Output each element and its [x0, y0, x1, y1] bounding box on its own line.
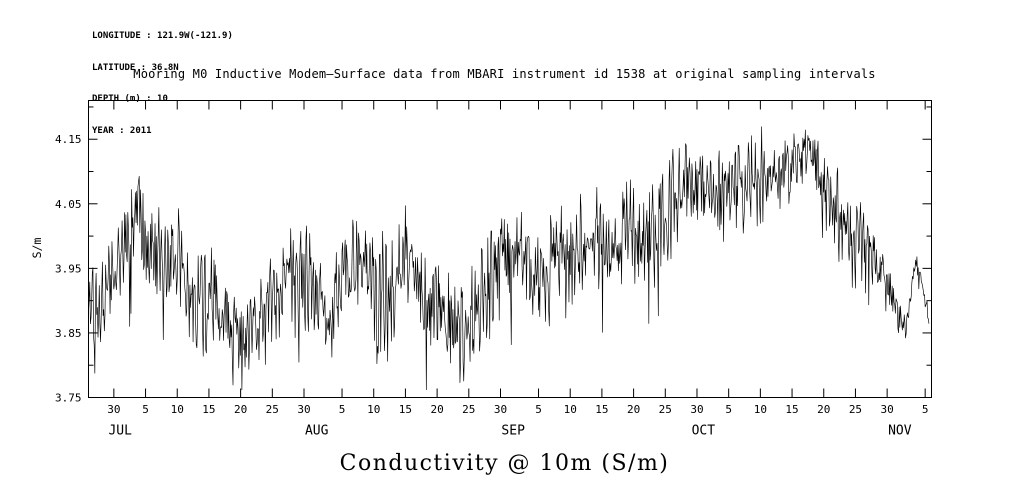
- x-tick-label: 20: [817, 403, 830, 416]
- x-tick-label: 25: [266, 403, 279, 416]
- month-label: NOV: [888, 424, 912, 439]
- x-tick-label: 25: [659, 403, 672, 416]
- x-tick-label: 5: [535, 403, 542, 416]
- y-axis-label: S/m: [30, 237, 44, 259]
- depth-line: DEPTH (m) : 10: [92, 94, 168, 104]
- x-tick-label: 10: [367, 403, 380, 416]
- x-tick-label: 20: [234, 403, 247, 416]
- x-tick-label: 30: [297, 403, 310, 416]
- figure-caption: Conductivity @ 10m (S/m): [339, 451, 670, 476]
- x-tick-label: 5: [142, 403, 149, 416]
- longitude-line: LONGITUDE : 121.9W(-121.9): [92, 31, 233, 41]
- y-tick-label: 3.95: [55, 262, 82, 275]
- y-tick-label: 4.15: [55, 133, 82, 146]
- x-tick-label: 25: [462, 403, 475, 416]
- x-tick-label: 5: [725, 403, 732, 416]
- x-tick-label: 15: [785, 403, 798, 416]
- x-tick-label: 20: [430, 403, 443, 416]
- latitude-line: LATITUDE : 36.8N: [92, 62, 179, 73]
- x-tick-label: 5: [922, 403, 929, 416]
- x-tick-label: 20: [627, 403, 640, 416]
- x-tick-label: 10: [171, 403, 184, 416]
- x-tick-label: 30: [494, 403, 507, 416]
- x-tick-label: 15: [399, 403, 412, 416]
- x-tick-label: 10: [564, 403, 577, 416]
- x-tick-label: 30: [881, 403, 894, 416]
- x-tick-label: 15: [595, 403, 608, 416]
- plot-frame: [88, 100, 932, 398]
- x-tick-label: 10: [754, 403, 767, 416]
- year-line: YEAR : 2011: [92, 125, 152, 136]
- plot-title: Mooring M0 Inductive Modem—Surface data …: [133, 67, 876, 81]
- metadata-block: LONGITUDE : 121.9W(-121.9) LATITUDE : 36…: [92, 10, 233, 157]
- y-tick-label: 4.05: [55, 198, 82, 211]
- month-label: SEP: [501, 424, 525, 439]
- x-tick-label: 15: [202, 403, 215, 416]
- x-tick-label: 30: [107, 403, 120, 416]
- conductivity-trace: [88, 126, 930, 391]
- y-tick-label: 3.75: [55, 392, 82, 405]
- month-label: JUL: [108, 424, 132, 439]
- month-label: OCT: [692, 424, 716, 439]
- y-tick-label: 3.85: [55, 327, 82, 340]
- x-tick-label: 25: [849, 403, 862, 416]
- x-tick-label: 30: [690, 403, 703, 416]
- x-tick-label: 5: [339, 403, 346, 416]
- month-label: AUG: [305, 424, 329, 439]
